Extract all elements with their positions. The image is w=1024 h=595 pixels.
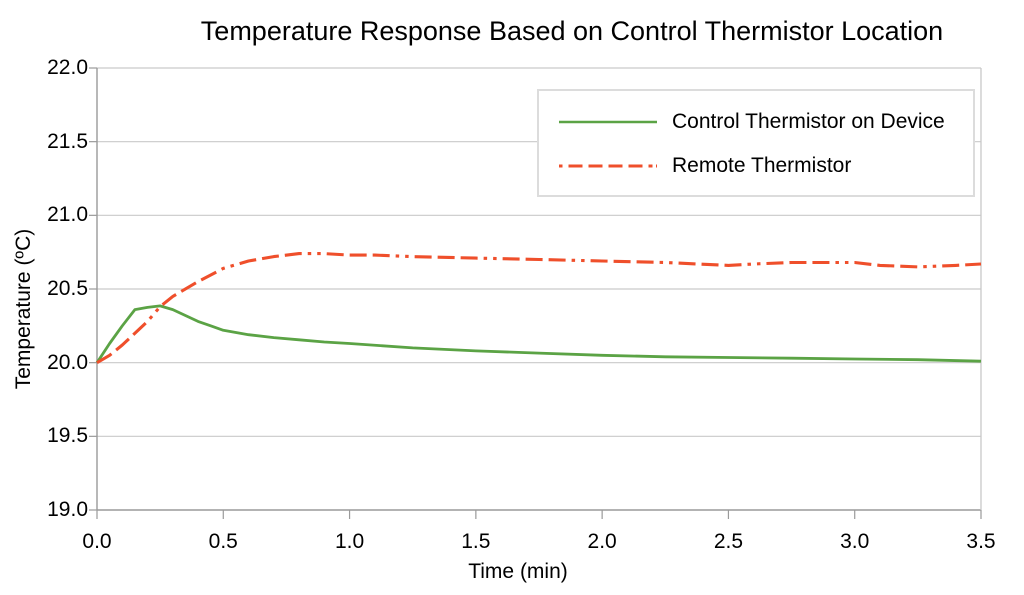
chart-title: Temperature Response Based on Control Th… (200, 16, 944, 46)
series-line-remote-thermistor (96, 252, 982, 365)
x-tick-label: 2.5 (713, 530, 744, 553)
y-axis-title: Temperature (ºC) (12, 228, 35, 390)
legend-line-sample-remote (559, 164, 657, 168)
y-tick-label: 20.5 (47, 277, 88, 300)
y-tick-label: 20.0 (47, 350, 88, 374)
y-tick-label: 22.0 (47, 56, 88, 79)
x-tick-label: 3.5 (966, 530, 996, 553)
x-tick-label: 0.5 (208, 530, 238, 553)
legend-label-remote: Remote Thermistor (672, 154, 852, 177)
legend-label-control: Control Thermistor on Device (672, 110, 945, 133)
legend-item-remote-thermistor: Remote Thermistor (559, 153, 851, 179)
series-line-control-thermistor-on-device (95, 304, 982, 364)
legend-item-control-thermistor: Control Thermistor on Device (559, 109, 945, 135)
y-tick-label: 19.5 (47, 424, 88, 448)
y-tick-label: 19.0 (47, 498, 88, 521)
y-tick-label: 21.0 (47, 203, 88, 227)
legend: Control Thermistor on Device Remote Ther… (537, 89, 975, 197)
y-tick-label: 21.5 (47, 129, 88, 153)
x-tick-label: 0.0 (82, 530, 112, 553)
x-tick-label: 1.0 (334, 530, 365, 553)
x-axis-title: Time (min) (468, 560, 568, 583)
x-tick-label: 2.0 (587, 530, 617, 553)
x-tick-label: 1.5 (461, 530, 491, 553)
x-tick-label: 3.0 (840, 530, 870, 553)
legend-line-sample-control (559, 120, 657, 124)
